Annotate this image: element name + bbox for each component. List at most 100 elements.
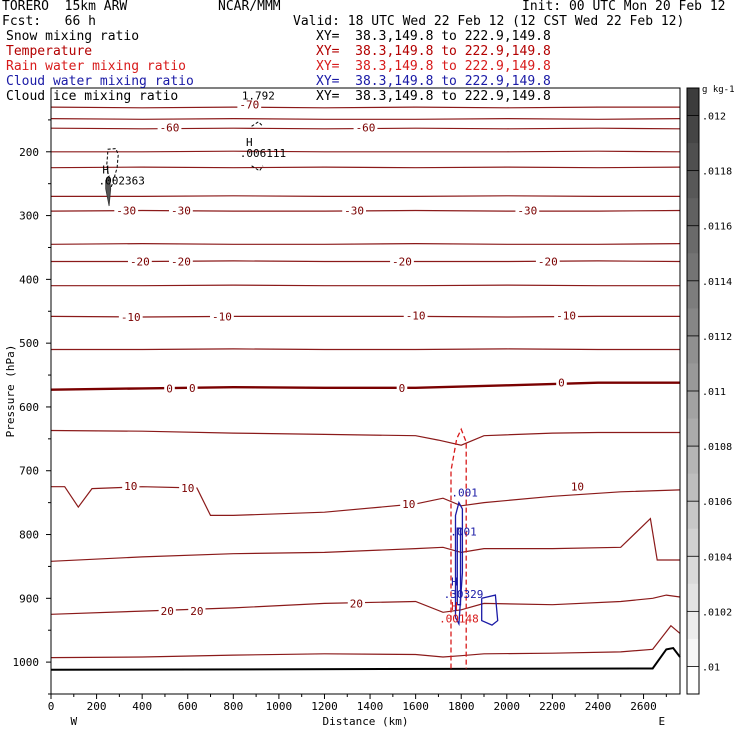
temperature-label-bg-5 [342,204,367,216]
colorbar-segment-2 [687,143,699,172]
colorbar-segment-5 [687,225,699,254]
colorbar-segment-6 [687,253,699,282]
temperature-label-bg-7 [127,255,152,267]
temperature-isotherm-8 [51,260,681,263]
y-axis-title: Pressure (hPa) [4,345,17,438]
colorbar-segment-17 [687,556,699,585]
colorbar-unit-label: g kg-1 [702,85,735,95]
temperature-label-3: -30 [116,204,136,217]
terrain-fill [51,648,680,694]
y-tick-label-6: 800 [19,529,39,542]
y-tick-label-4: 600 [19,401,39,414]
colorbar-segment-12 [687,418,699,447]
contour-annotation-8: .30329 [444,588,484,601]
temperature-isotherm-6 [50,209,681,212]
contour-annotation-6: .001 [450,525,477,538]
temperature-label-bg-17 [396,381,408,393]
temperature-isotherm-0 [50,106,680,109]
temperature-label-bg-21 [400,497,418,509]
colorbar-segment-7 [687,280,699,309]
temperature-label-19: 10 [124,480,137,493]
x-axis-west-label: W [70,715,77,728]
rain-water-contour-0 [450,427,467,669]
temperature-label-4: -30 [171,204,191,217]
x-tick-label-6: 1200 [311,700,338,713]
field-xy-temperature: XY= 38.3,149.8 to 222.9,149.8 [316,44,551,59]
temperature-label-bg-13 [403,309,428,321]
temperature-isotherm-12 [50,381,680,391]
x-tick-label-7: 1400 [357,700,384,713]
colorbar-segment-21 [687,666,699,695]
terrain-line [50,646,681,671]
colorbar-segment-14 [687,473,699,502]
forecast-hour: Fcst: 66 h [2,14,96,29]
plot-background [51,88,680,694]
x-tick-label-13: 2600 [630,700,657,713]
temperature-label-bg-9 [390,255,414,267]
cloud-ice-maximum [105,174,112,207]
contour-annotation-1: .002363 [98,174,144,187]
temperature-label-6: -30 [517,204,537,217]
temperature-label-bg-11 [118,311,143,323]
colorbar-tick-label-7: .0114 [702,277,732,288]
temperature-label-11: -10 [121,311,141,324]
temperature-label-21: 10 [402,498,415,511]
contour-annotation-5: .001 [451,486,478,499]
x-tick-label-3: 600 [178,700,198,713]
colorbar-segment-20 [687,638,699,667]
mixing-ratio-contours [105,121,499,669]
temperature-label-bg-23 [347,597,365,609]
temperature-label-2: -60 [356,122,376,135]
temperature-label-13: -10 [406,310,426,323]
plot-frame [50,87,681,695]
field-name-temperature: Temperature [6,44,93,59]
x-tick-label-2: 400 [132,700,152,713]
colorbar-segment-11 [687,391,699,420]
x-tick-label-1: 200 [87,700,107,713]
temperature-isotherm-4 [50,166,681,169]
temperature-label-bg-8 [169,255,193,267]
temperature-label-bg-19 [122,480,140,492]
temperature-label-bg-3 [114,204,139,216]
x-tick-label-4: 800 [223,700,243,713]
init-time: Init: 00 UTC Mon 20 Feb 12 [522,0,726,14]
axes: 0 200 400 600 800 1000 1200 1400 1600 1800 2000 220… [4,87,681,728]
x-tick-label-12: 2400 [585,700,612,713]
field-xy-snow: XY= 38.3,149.8 to 222.9,149.8 [316,29,551,44]
temperature-label-bg-10 [535,255,560,267]
temperature-label-0: -70 [239,99,259,112]
colorbar-tick-label-8: .0116 [702,222,732,233]
colorbar-segment-1 [687,115,699,144]
y-tick-label-7: 900 [19,592,39,605]
temperature-label-9: -20 [392,256,412,269]
colorbar-tick-label-4: .0108 [702,442,732,453]
temperature-isotherm-17 [50,624,681,659]
colorbar-segment-9 [687,335,699,364]
temperature-label-bg-4 [169,204,193,216]
field-name-rain: Rain water mixing ratio [6,59,187,74]
colorbar-segment-13 [687,446,699,475]
temperature-isotherm-14 [51,486,681,517]
colorbar: .01 .0102 .0104 .0106 .0108 .011 .0112 .0114 .01… [686,85,735,695]
temperature-label-16: 0 [189,382,196,395]
model-label: TORERO 15km ARW [2,0,128,14]
colorbar-tick-label-0: .01 [702,662,720,673]
colorbar-segment-15 [687,501,699,530]
temperature-label-bg-14 [554,309,578,321]
contour-annotation-0: H [102,164,109,177]
temperature-label-bg-15 [164,382,175,394]
contour-annotation-9: H [451,600,458,613]
temperature-label-17: 0 [399,382,406,395]
temperature-isotherm-9 [51,284,680,287]
contour-annotation-2: H [246,136,253,149]
colorbar-tick-label-9: .0118 [702,167,732,178]
temperature-label-bg-1 [157,121,182,133]
x-tick-label-10: 2000 [494,700,521,713]
temperature-label-20: 10 [181,482,194,495]
colorbar-segment-4 [687,198,699,227]
contour-annotation-10: .00148 [439,613,479,626]
temperature-label-7: -20 [130,256,150,269]
colorbar-segment-10 [687,363,699,392]
temperature-label-10: -20 [538,256,558,269]
colorbar-tick-label-3: .0106 [702,497,732,508]
